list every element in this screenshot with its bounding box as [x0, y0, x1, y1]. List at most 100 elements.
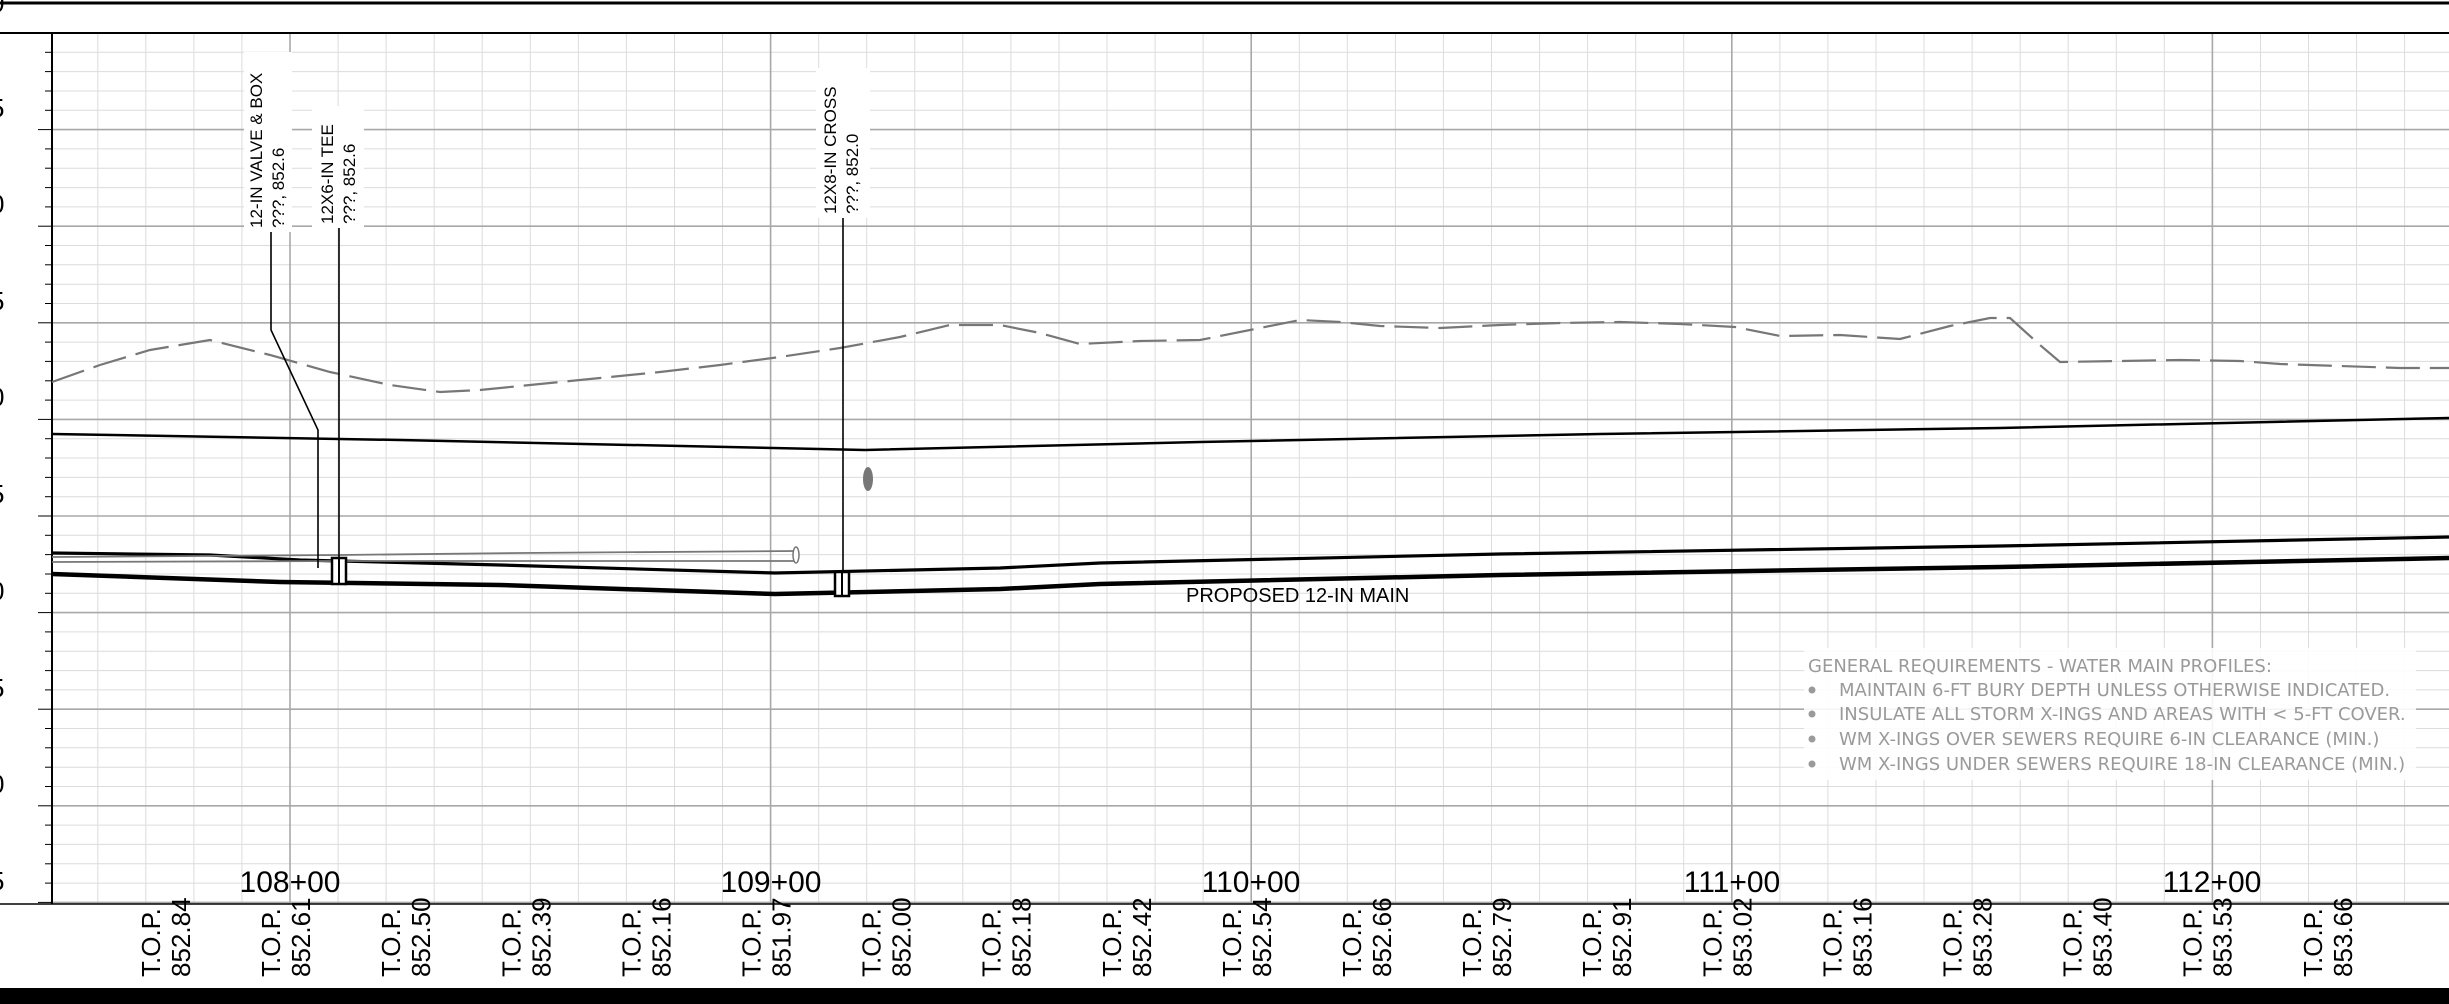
top-of-pipe-prefix: T.O.P.: [2298, 908, 2328, 977]
tee-fitting-marker: [330, 556, 348, 586]
elevation-label-fragment: 0: [0, 576, 4, 606]
top-of-pipe-prefix: T.O.P.: [1457, 908, 1487, 977]
elevation-axis-ticks: [38, 32, 52, 903]
top-of-pipe-elevation: 852.16: [646, 897, 676, 977]
top-of-pipe-label: T.O.P. 852.39: [496, 897, 556, 977]
top-of-pipe-prefix: T.O.P.: [616, 908, 646, 977]
top-of-pipe-elevation: 852.00: [887, 897, 917, 977]
elevation-label-fragment: 5: [0, 93, 4, 123]
sheet-bottom-border: [0, 988, 2449, 1004]
service-line-bottom: [51, 560, 796, 563]
top-of-pipe-elevation: 852.84: [166, 897, 196, 977]
top-of-pipe-elevation: 851.97: [767, 897, 797, 977]
valve-box-leader: [270, 231, 319, 568]
elevation-label-fragment: 5: [0, 866, 4, 896]
top-of-pipe-prefix: T.O.P.: [977, 908, 1007, 977]
top-of-pipe-prefix: T.O.P.: [256, 908, 286, 977]
top-of-pipe-elevation: 852.42: [1127, 897, 1157, 977]
top-of-pipe-label: T.O.P. 852.84: [136, 897, 196, 977]
station-label-111: 111+00: [1684, 866, 1781, 899]
elevation-label-fragment: 0: [0, 189, 4, 219]
elevation-label-fragment: 0: [0, 769, 4, 799]
valve-box-callout-line1: 12-IN VALVE & BOX: [247, 73, 266, 228]
station-label-110: 110+00: [1202, 866, 1301, 899]
proposed-grade-line: [51, 416, 2449, 452]
top-of-pipe-label: T.O.P. 852.61: [256, 897, 316, 977]
top-of-pipe-elevation: 853.16: [1847, 897, 1877, 977]
top-of-pipe-elevation: 853.02: [1727, 897, 1757, 977]
top-of-pipe-label: T.O.P. 853.53: [2178, 897, 2238, 977]
elevation-label-fragment: 5: [0, 479, 4, 509]
notes-item: WM X-INGS OVER SEWERS REQUIRE 6-IN CLEAR…: [1839, 729, 2379, 750]
general-requirements-notes: GENERAL REQUIREMENTS - WATER MAIN PROFIL…: [1804, 648, 2416, 780]
notes-background: [1804, 648, 2416, 780]
tee-callout-line2: ???, 852.6: [340, 144, 359, 224]
station-label-109: 109+00: [721, 866, 822, 899]
top-of-pipe-prefix: T.O.P.: [1217, 908, 1247, 977]
tee-callout-line1: 12X6-IN TEE: [318, 124, 337, 224]
notes-bullet: [1808, 735, 1816, 743]
top-of-pipe-elevation: 852.91: [1607, 897, 1637, 977]
utility-crossing-marker: [863, 467, 873, 491]
notes-item: INSULATE ALL STORM X-INGS AND AREAS WITH…: [1839, 704, 2406, 725]
top-of-pipe-elevation: 852.18: [1007, 897, 1037, 977]
top-of-pipe-label: T.O.P. 852.66: [1337, 897, 1397, 977]
top-of-pipe-prefix: T.O.P.: [136, 908, 166, 977]
top-of-pipe-prefix: T.O.P.: [857, 908, 887, 977]
top-of-pipe-elevation: 852.50: [406, 897, 436, 977]
top-of-pipe-label: T.O.P. 852.00: [857, 897, 917, 977]
top-of-pipe-prefix: T.O.P.: [1577, 908, 1607, 977]
top-of-pipe-label: T.O.P. 851.97: [737, 897, 797, 977]
notes-bullet: [1808, 686, 1816, 694]
top-of-pipe-label: T.O.P. 852.42: [1097, 897, 1157, 977]
elevation-axis-labels: 0 5 0 5 0 5 0 5 0 5: [0, 0, 4, 896]
service-line-top: [51, 550, 797, 558]
proposed-main-bottom-of-pipe: [51, 555, 2449, 597]
valve-box-callout-line2: ???, 852.6: [269, 148, 288, 228]
top-of-pipe-prefix: T.O.P.: [2058, 908, 2088, 977]
top-of-pipe-elevation: 852.66: [1367, 897, 1397, 977]
top-of-pipe-prefix: T.O.P.: [1337, 908, 1367, 977]
top-of-pipe-elevation: 853.28: [1968, 897, 1998, 977]
cross-callout-line1: 12X8-IN CROSS: [821, 86, 840, 214]
top-of-pipe-elevation: 853.66: [2328, 897, 2358, 977]
top-of-pipe-elevation: 852.79: [1487, 897, 1517, 977]
cross-callout-line2: ???, 852.0: [843, 134, 862, 214]
proposed-main-top-of-pipe: [51, 535, 2449, 575]
notes-title: GENERAL REQUIREMENTS - WATER MAIN PROFIL…: [1808, 656, 2272, 677]
top-of-pipe-label: T.O.P. 852.91: [1577, 897, 1637, 977]
top-of-pipe-label: T.O.P. 853.40: [2058, 897, 2118, 977]
top-of-pipe-label: T.O.P. 852.16: [616, 897, 676, 977]
top-of-pipe-elevation: 853.53: [2208, 897, 2238, 977]
top-of-pipe-elevation: 852.61: [286, 897, 316, 977]
top-of-pipe-prefix: T.O.P.: [1697, 908, 1727, 977]
top-of-pipe-label: T.O.P. 853.28: [1938, 897, 1998, 977]
elevation-label-fragment: 5: [0, 673, 4, 703]
top-of-pipe-prefix: T.O.P.: [376, 908, 406, 977]
cross-callout-bg: [816, 68, 870, 218]
top-of-pipe-prefix: T.O.P.: [1097, 908, 1127, 977]
top-of-pipe-label: T.O.P. 852.54: [1217, 897, 1277, 977]
top-of-pipe-prefix: T.O.P.: [2178, 908, 2208, 977]
top-of-pipe-elevation: 853.40: [2088, 897, 2118, 977]
valve-box-callout-bg: [244, 52, 292, 232]
existing-ground-profile: [51, 316, 2449, 394]
cross-fitting-marker: [833, 570, 851, 598]
elevation-label-fragment: 5: [0, 286, 4, 316]
proposed-main-label: PROPOSED 12-IN MAIN: [1186, 585, 1409, 607]
top-of-pipe-label: T.O.P. 852.79: [1457, 897, 1517, 977]
top-of-pipe-label: T.O.P. 852.50: [376, 897, 436, 977]
notes-bullet: [1808, 710, 1816, 718]
tee-callout-bg: [312, 106, 364, 228]
station-label-112: 112+00: [2163, 866, 2262, 899]
top-of-pipe-prefix: T.O.P.: [737, 908, 767, 977]
top-of-pipe-labels: T.O.P. 852.84 T.O.P. 852.61 T.O.P. 852.50 T.O.…: [136, 897, 2358, 977]
notes-bullet: [1808, 760, 1816, 768]
elevation-label-fragment: 0: [0, 382, 4, 412]
notes-item: MAINTAIN 6-FT BURY DEPTH UNLESS OTHERWIS…: [1839, 680, 2390, 701]
top-of-pipe-prefix: T.O.P.: [1817, 908, 1847, 977]
top-of-pipe-prefix: T.O.P.: [496, 908, 526, 977]
